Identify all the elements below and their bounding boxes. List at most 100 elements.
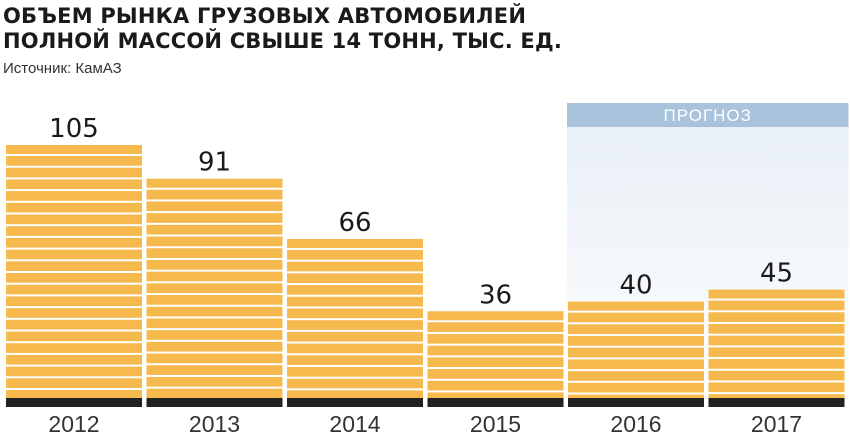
bar-stripe bbox=[287, 329, 423, 332]
bar-stripe bbox=[146, 269, 283, 272]
bar-baseline bbox=[287, 398, 423, 407]
bar-stripe bbox=[6, 306, 142, 309]
bar-stripe bbox=[568, 345, 704, 348]
bar-stripe bbox=[708, 368, 845, 371]
year-label: 2017 bbox=[751, 411, 802, 437]
bar-stripe bbox=[146, 351, 283, 354]
labels: 105 2012 91 2013 66 2014 36 2015 40 2016 45 2017 bbox=[48, 114, 802, 437]
bar-stripe bbox=[6, 271, 142, 273]
bar-2014 bbox=[287, 238, 423, 407]
bar-baseline bbox=[427, 398, 564, 407]
bar-stripe bbox=[287, 247, 423, 250]
bar-stripe bbox=[427, 367, 564, 370]
bar-stripe bbox=[6, 212, 142, 215]
value-label: 66 bbox=[338, 208, 371, 238]
value-label: 91 bbox=[198, 148, 231, 178]
bar-stripe bbox=[6, 341, 142, 344]
bar-stripe bbox=[146, 234, 283, 237]
bar-baseline bbox=[146, 398, 283, 407]
bar-2012 bbox=[6, 145, 142, 407]
bar-stripe bbox=[146, 304, 283, 307]
bar-stripe bbox=[146, 257, 283, 260]
bar-stripe bbox=[6, 177, 142, 180]
bar-stripe bbox=[6, 329, 142, 332]
bar-2015 bbox=[427, 311, 564, 407]
bar-stripe bbox=[6, 388, 142, 390]
bar-stripe bbox=[708, 333, 845, 336]
bar-stripe bbox=[708, 380, 845, 383]
bar-stripe bbox=[6, 247, 142, 250]
value-label: 40 bbox=[619, 271, 652, 301]
bar-stripe bbox=[6, 165, 142, 168]
bar-stripe bbox=[708, 357, 845, 360]
forecast-label: ПРОГНОЗ bbox=[664, 106, 752, 125]
year-label: 2013 bbox=[189, 411, 240, 437]
bar-fill bbox=[568, 301, 704, 398]
value-label: 105 bbox=[49, 114, 99, 144]
bar-stripe bbox=[146, 374, 283, 377]
bar-stripe bbox=[287, 283, 423, 286]
bar-stripe bbox=[568, 322, 704, 325]
bar-stripe bbox=[568, 392, 704, 395]
bar-stripe bbox=[6, 235, 142, 238]
bar-stripe bbox=[568, 369, 704, 372]
bar-fill bbox=[427, 311, 564, 398]
bar-stripe bbox=[568, 380, 704, 383]
year-label: 2012 bbox=[48, 411, 99, 437]
bar-stripe bbox=[427, 320, 564, 323]
bar-stripe bbox=[287, 353, 423, 356]
bar-stripe bbox=[287, 364, 423, 367]
year-label: 2015 bbox=[470, 411, 521, 437]
bar-stripe bbox=[708, 392, 845, 395]
bar-stripe bbox=[146, 246, 283, 249]
bar-stripe bbox=[6, 224, 142, 227]
bar-stripe bbox=[568, 334, 704, 337]
bar-stripe bbox=[146, 293, 283, 296]
year-label: 2016 bbox=[610, 411, 661, 437]
bar-stripe bbox=[146, 199, 283, 202]
bar-stripe bbox=[287, 341, 423, 344]
value-label: 45 bbox=[760, 259, 793, 289]
bar-stripe bbox=[287, 271, 423, 274]
bar-stripe bbox=[146, 363, 283, 366]
bar-stripe bbox=[146, 339, 283, 342]
bar-stripe bbox=[287, 306, 423, 309]
bar-stripe bbox=[708, 321, 845, 324]
bar-stripe bbox=[427, 355, 564, 358]
chart-source: Источник: КамАЗ bbox=[3, 60, 122, 77]
bar-2016 bbox=[568, 301, 704, 407]
bar-fill bbox=[146, 178, 283, 398]
bar-stripe bbox=[146, 222, 283, 225]
bar-stripe bbox=[568, 310, 704, 313]
bar-stripe bbox=[708, 298, 845, 301]
bar-stripe bbox=[427, 331, 564, 334]
bar-baseline bbox=[568, 398, 704, 407]
bar-stripe bbox=[427, 343, 564, 346]
bar-stripe bbox=[146, 316, 283, 319]
bar-2013 bbox=[146, 178, 283, 407]
bar-stripe bbox=[6, 259, 142, 262]
bar-stripe bbox=[287, 388, 423, 391]
bar-stripe bbox=[287, 294, 423, 297]
bar-stripe bbox=[6, 376, 142, 379]
bar-stripe bbox=[146, 211, 283, 214]
bar-stripe bbox=[6, 352, 142, 355]
bar-stripe bbox=[6, 364, 142, 367]
bar-fill bbox=[708, 289, 845, 398]
bar-stripe bbox=[568, 357, 704, 360]
bar-stripe bbox=[708, 310, 845, 313]
chart-title: ОБЪЕМ РЫНКА ГРУЗОВЫХ АВТОМОБИЛЕЙ ПОЛНОЙ … bbox=[3, 4, 562, 54]
value-label: 36 bbox=[479, 280, 512, 310]
bar-stripe bbox=[6, 154, 142, 156]
bar-stripe bbox=[6, 294, 142, 297]
bar-2017 bbox=[708, 289, 845, 407]
bar-stripe bbox=[287, 318, 423, 321]
bars bbox=[6, 145, 845, 407]
bar-stripe bbox=[287, 376, 423, 379]
bar-stripe bbox=[146, 187, 283, 190]
bar-stripe bbox=[708, 345, 845, 348]
bar-stripe bbox=[146, 281, 283, 284]
bar-stripe bbox=[6, 200, 142, 203]
bar-stripe bbox=[146, 328, 283, 331]
